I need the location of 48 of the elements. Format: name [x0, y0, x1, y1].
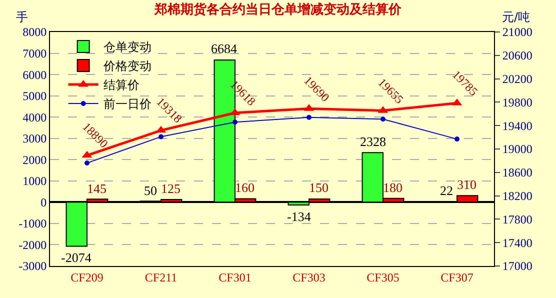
x-tick-label: CF307	[440, 270, 474, 284]
y2-tick-label: 19800	[502, 95, 532, 110]
x-tick-label: CF209	[70, 270, 104, 284]
y-axis-title: 手	[16, 10, 28, 24]
y-tick-label: -1000	[18, 216, 47, 231]
y2-tick-label: 18200	[502, 189, 532, 203]
y2-tick-label: 20600	[502, 48, 532, 63]
x-tick-label: CF301	[218, 270, 252, 284]
y-tick-label: 1000	[22, 174, 47, 188]
y2-tick-label: 18600	[502, 166, 532, 180]
y2-axis-title: 元/吨	[502, 10, 530, 24]
y-tick-label: 7000	[22, 46, 47, 60]
data-label: 50	[144, 183, 157, 198]
y-tick-label: 0	[40, 195, 47, 210]
x-tick-label: CF305	[366, 270, 400, 284]
y2-tick-label: 17400	[502, 236, 532, 250]
y2-tick-label: 17000	[502, 259, 532, 274]
x-tick-label: CF303	[292, 270, 326, 284]
chart-title: 郑棉期货各合约当日仓单增减变动及结算价	[154, 2, 402, 18]
y2-tick-label: 19400	[502, 118, 532, 133]
y-tick-label: -2000	[18, 238, 47, 252]
y2-tick-label: 19000	[502, 142, 532, 156]
x-tick-label: CF211	[144, 270, 178, 284]
data-label: -134	[287, 209, 312, 224]
data-label: 125	[161, 181, 180, 196]
data-label: 160	[235, 180, 254, 195]
data-label: 6684	[211, 41, 238, 56]
legend-label: 价格变动	[102, 59, 152, 74]
y-tick-label: 4000	[22, 110, 47, 124]
y-tick-label: -3000	[18, 259, 47, 274]
data-label: 150	[309, 180, 328, 195]
legend-label: 前一日价	[103, 97, 152, 112]
y-tick-label: 3000	[22, 132, 47, 146]
y-tick-label: 6000	[22, 68, 47, 82]
y2-tick-label: 17800	[502, 212, 532, 226]
y-tick-label: 8000	[22, 25, 47, 40]
data-label: 310	[457, 177, 476, 192]
legend-label: 结算价	[103, 78, 140, 92]
y2-tick-label: 20200	[502, 72, 532, 86]
data-label: -2074	[61, 250, 92, 265]
data-label: 180	[383, 180, 402, 195]
y2-tick-label: 21000	[502, 25, 532, 40]
data-label: 2328	[360, 134, 386, 149]
legend-label: 仓单变动	[103, 40, 152, 54]
y-tick-label: 5000	[22, 89, 47, 104]
data-label: 145	[87, 181, 106, 196]
data-label: 22	[440, 183, 453, 198]
y-tick-label: 2000	[22, 152, 47, 167]
